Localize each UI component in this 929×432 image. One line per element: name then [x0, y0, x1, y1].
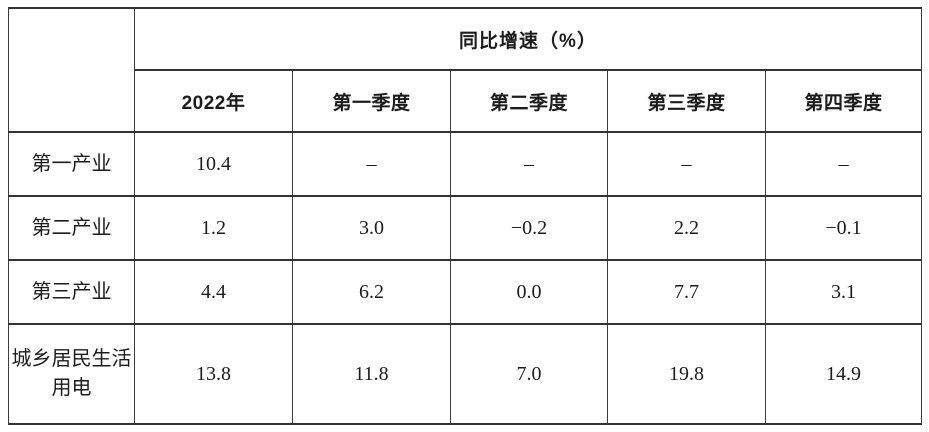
cell-value: 7.7: [607, 259, 766, 325]
span-header-yoy-growth: 同比增速（%）: [133, 7, 923, 71]
table-row-primary-industry: 第一产业 10.4 – – – –: [8, 131, 923, 197]
column-header-q1: 第一季度: [292, 69, 451, 133]
cell-value: 3.0: [292, 195, 451, 261]
cell-value: −0.2: [450, 195, 608, 261]
corner-cell: [8, 7, 135, 133]
column-header-q4: 第四季度: [764, 69, 923, 133]
cell-value: –: [764, 131, 923, 197]
cell-value: 11.8: [292, 323, 451, 425]
table-header-row-span: 同比增速（%）: [8, 7, 923, 133]
row-label: 第一产业: [8, 131, 135, 197]
table-row-residential-electricity: 城乡居民生活用电 13.8 11.8 7.0 19.8 14.9: [8, 323, 923, 425]
cell-value: 4.4: [134, 259, 293, 325]
cell-value: 6.2: [292, 259, 451, 325]
cell-value: 7.0: [450, 323, 608, 425]
yoy-growth-table: 同比增速（%） 2022年 第一季度 第二季度 第三季度 第四季度 第一产业 1…: [8, 7, 923, 425]
cell-value: 13.8: [134, 323, 293, 425]
cell-value: –: [607, 131, 766, 197]
cell-value: 19.8: [607, 323, 766, 425]
cell-value: 14.9: [764, 323, 923, 425]
table-row-tertiary-industry: 第三产业 4.4 6.2 0.0 7.7 3.1: [8, 259, 923, 325]
cell-value: –: [450, 131, 608, 197]
cell-value: 3.1: [764, 259, 923, 325]
table-row-secondary-industry: 第二产业 1.2 3.0 −0.2 2.2 −0.1: [8, 195, 923, 261]
table-header-row-columns: 2022年 第一季度 第二季度 第三季度 第四季度: [9, 69, 923, 133]
cell-value: −0.1: [764, 195, 923, 261]
row-label: 城乡居民生活用电: [8, 323, 135, 425]
row-label: 第二产业: [8, 195, 135, 261]
cell-value: 1.2: [134, 195, 293, 261]
cell-value: –: [292, 131, 451, 197]
column-header-q2: 第二季度: [450, 69, 608, 133]
cell-value: 0.0: [450, 259, 608, 325]
column-header-2022: 2022年: [134, 69, 293, 133]
cell-value: 2.2: [607, 195, 766, 261]
column-header-q3: 第三季度: [607, 69, 766, 133]
row-label: 第三产业: [8, 259, 135, 325]
cell-value: 10.4: [134, 131, 293, 197]
